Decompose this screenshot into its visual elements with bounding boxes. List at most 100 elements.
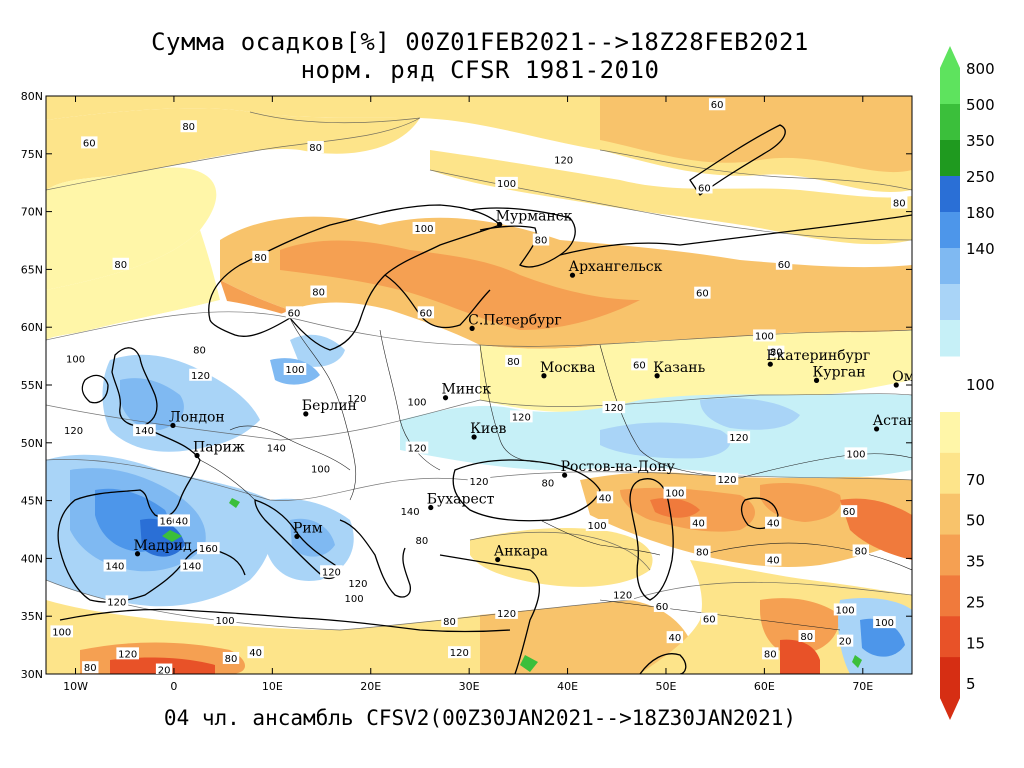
lon-label: 0: [170, 680, 177, 693]
legend-swatch: [940, 140, 960, 177]
legend-swatch: [940, 575, 960, 617]
contour-label: 40: [692, 519, 705, 530]
legend-swatch: [940, 412, 960, 454]
legend-arrow-bottom: [940, 698, 960, 720]
city-name: Париж: [193, 440, 245, 456]
contour-label-bg: [715, 472, 739, 485]
contour-label-bg: [307, 141, 324, 154]
city-name: Лондон: [169, 409, 225, 425]
city-name: Архангельск: [568, 259, 662, 275]
contour-label: 120: [469, 477, 488, 488]
legend-label: 140: [966, 240, 995, 258]
contour-label-bg: [320, 565, 343, 578]
lat-label: 50N: [21, 437, 43, 450]
contour-label: 140: [182, 561, 201, 572]
contour-label-bg: [405, 441, 429, 454]
city-marker: [813, 377, 820, 383]
lon-label: 10W: [63, 680, 88, 693]
contour-label-bg: [247, 646, 264, 659]
contour-label: 60: [703, 615, 716, 626]
city-name: Омск: [892, 369, 931, 385]
contour-label-bg: [64, 352, 87, 365]
contour-label-bg: [708, 98, 726, 111]
city-marker: [562, 472, 568, 478]
contour-label: 80: [770, 348, 783, 359]
legend-label: 25: [966, 593, 985, 611]
contour-label-bg: [495, 176, 518, 189]
contour-label: 120: [450, 648, 469, 659]
contour-label-bg: [585, 519, 609, 532]
contour-label-bg: [81, 136, 98, 149]
contour-label-bg: [116, 647, 139, 660]
contour-label-bg: [596, 491, 614, 504]
contour-label: 60: [698, 183, 711, 194]
legend-swatch: [940, 284, 960, 321]
contour-label-bg: [840, 505, 858, 518]
contour-label: 120: [118, 649, 137, 660]
contour-label: 40: [767, 556, 780, 567]
city-name: Киев: [470, 421, 506, 437]
city-name: Москва: [540, 360, 596, 376]
map-title-line2: норм. ряд CFSR 1981-2010: [300, 56, 660, 84]
contour-label-bg: [191, 343, 208, 356]
contour-label: 20: [839, 637, 852, 648]
contour-label: 100: [407, 397, 426, 408]
contour-label-bg: [50, 625, 74, 638]
contour-label: 160: [199, 544, 218, 555]
lat-label: 60N: [21, 321, 43, 334]
city-marker: [469, 325, 475, 331]
contour-labels: 80 60 60 80 120 100 60 80 80 80 80 100 60 60 80 60 60 100…: [50, 98, 908, 674]
contour-label: 80: [114, 260, 127, 271]
contour-label-bg: [412, 221, 436, 234]
legend-label: 250: [966, 168, 995, 186]
city-name: С.Петербург: [468, 312, 562, 328]
lon-label: 40E: [557, 680, 578, 693]
city-marker: [442, 395, 449, 401]
city-marker: [569, 272, 576, 278]
lat-label: 80N: [21, 90, 43, 103]
city-name: Ростов-на-Дону: [561, 459, 676, 475]
city-name: Екатеринбург: [766, 348, 870, 364]
contour-label: 100: [216, 616, 235, 627]
contour-label: 80: [312, 288, 325, 299]
city-marker: [471, 434, 477, 440]
contour-label-bg: [413, 534, 431, 547]
contour-label-bg: [309, 462, 332, 475]
contour-label-bg: [173, 514, 191, 527]
city-marker: [767, 361, 773, 367]
contour-label-bg: [180, 120, 197, 133]
legend-swatch: [940, 493, 960, 536]
contour-label: 100: [588, 521, 607, 532]
city-marker: [134, 551, 141, 557]
contour-label-bg: [836, 634, 854, 647]
contour-label-bg: [753, 329, 776, 342]
city-name: Минск: [442, 382, 492, 398]
city-marker: [194, 452, 200, 459]
contour-label-bg: [666, 631, 684, 644]
legend-swatch: [940, 534, 960, 576]
lat-label: 45N: [21, 495, 43, 508]
contour-label: 120: [554, 156, 573, 167]
city-marker: [303, 411, 309, 417]
contour-label-bg: [727, 431, 751, 444]
city-marker: [497, 221, 503, 227]
city-name: Рим: [293, 520, 323, 536]
contour-label: 80: [84, 663, 97, 674]
map-axes: 80N 75N 70N 65N 60N 55N 50N 45N 40N 35N 30N 10W 0 10E…: [21, 90, 912, 693]
contour-label-bg: [467, 475, 491, 488]
city-marker: [170, 422, 176, 429]
contour-label-bg: [222, 651, 240, 664]
contour-label: 120: [347, 394, 366, 405]
contour-label-bg: [495, 606, 518, 619]
contour-label: 120: [407, 444, 426, 455]
contour-label-bg: [252, 250, 269, 263]
legend-label: 50: [966, 512, 985, 530]
map-title-line1: Сумма осадков[%] 00Z01FEB2021-->18Z28FEB…: [151, 28, 809, 56]
contour-label-bg: [264, 441, 288, 454]
legend-label: 500: [966, 96, 995, 114]
contour-label-bg: [441, 614, 458, 627]
contour-label-bg: [767, 345, 785, 358]
city-marker: [294, 533, 300, 540]
contour-label: 60: [83, 138, 96, 149]
contour-label-bg: [405, 395, 429, 408]
